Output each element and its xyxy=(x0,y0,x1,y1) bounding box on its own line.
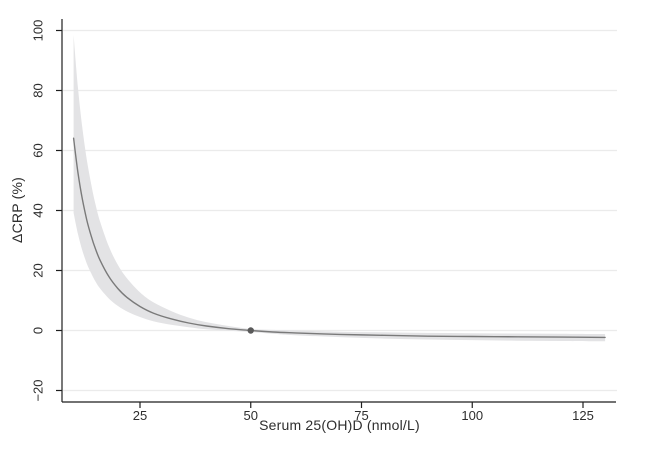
x-tick-label: 50 xyxy=(244,408,258,423)
x-axis-title: Serum 25(OH)D (nmol/L) xyxy=(259,417,420,433)
y-tick-label: −20 xyxy=(31,379,46,401)
x-tick-label: 100 xyxy=(461,408,483,423)
y-tick-label: 0 xyxy=(31,327,46,334)
y-tick-label: 80 xyxy=(31,83,46,97)
y-tick-label: 60 xyxy=(31,143,46,157)
y-tick-label: 20 xyxy=(31,263,46,277)
reference-dot xyxy=(247,327,254,334)
x-tick-label: 25 xyxy=(133,408,147,423)
y-tick-label: 100 xyxy=(31,20,46,42)
y-axis-title: ΔCRP (%) xyxy=(9,177,25,243)
x-tick-label: 75 xyxy=(354,408,368,423)
y-tick-label: 40 xyxy=(31,203,46,217)
ci-band xyxy=(73,35,606,342)
fit-line xyxy=(72,137,606,339)
x-tick-label: 125 xyxy=(572,408,594,423)
